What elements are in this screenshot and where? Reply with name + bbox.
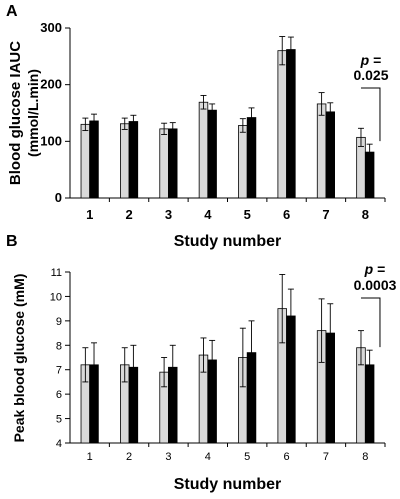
y-tick-label: 9	[56, 316, 62, 328]
x-tick-label: 5	[244, 451, 250, 463]
p-label: p =	[360, 52, 382, 68]
y-tick-label: 300	[40, 20, 62, 35]
x-tick-label: 2	[125, 207, 132, 222]
bar	[277, 50, 287, 199]
x-tick-label: 1	[86, 207, 93, 222]
x-tick-label: 2	[126, 451, 132, 463]
x-tick-label: 7	[322, 207, 329, 222]
significance-bracket	[360, 297, 381, 348]
y-axis-unit: (mmol/L.min)	[25, 69, 41, 157]
y-axis-title: Peak blood glucose (mM)	[11, 274, 27, 443]
x-tick-label: 4	[204, 207, 212, 222]
bar	[286, 49, 296, 199]
x-tick-label: 6	[284, 451, 290, 463]
bar	[89, 120, 99, 199]
y-tick-label: 10	[50, 291, 62, 303]
y-tick-label: 4	[56, 438, 62, 450]
panel-label: A	[6, 3, 18, 20]
x-tick-label: 6	[283, 207, 290, 222]
y-axis-title: Blood glucose IAUC	[7, 41, 24, 185]
bar	[128, 121, 139, 199]
significance-bracket	[360, 87, 381, 142]
x-tick-label: 8	[362, 451, 368, 463]
x-tick-label: 3	[165, 207, 172, 222]
x-tick-label: 1	[87, 451, 93, 463]
x-tick-label: 4	[205, 451, 211, 463]
x-axis-title: Study number	[174, 476, 282, 493]
bar	[198, 101, 209, 199]
bar	[80, 123, 91, 199]
y-tick-label: 0	[55, 190, 62, 205]
bar	[120, 123, 130, 199]
x-tick-label: 3	[165, 451, 171, 463]
y-tick-label: 200	[40, 77, 62, 92]
panel-label: B	[6, 233, 18, 250]
p-label-symbol: p	[360, 52, 370, 68]
p-label-equals: =	[369, 52, 381, 68]
p-value: 0.0003	[354, 277, 397, 293]
y-tick-label: 6	[56, 389, 62, 401]
p-label: p =	[364, 261, 386, 277]
bar	[207, 109, 217, 199]
p-value: 0.025	[353, 67, 388, 83]
bar	[246, 117, 257, 199]
chart-panel-a: A 0 100 200 300 1 2 3 4 5 6 7 8 Study number Blood glu…	[6, 3, 389, 250]
bar	[159, 128, 169, 199]
y-tick-label: 5	[56, 414, 62, 426]
y-tick-label: 11	[51, 267, 62, 279]
x-tick-label: 7	[323, 451, 329, 463]
bar	[316, 103, 327, 199]
y-tick-label: 7	[56, 365, 62, 377]
p-label-symbol: p	[364, 261, 374, 277]
x-tick-label: 5	[244, 207, 251, 222]
bar	[238, 125, 248, 199]
bar	[325, 111, 336, 199]
y-tick-label: 100	[40, 133, 62, 148]
x-axis-title: Study number	[174, 233, 282, 250]
x-tick-label: 8	[362, 207, 369, 222]
p-label-equals: =	[373, 261, 385, 277]
bar	[168, 128, 178, 199]
y-tick-label: 8	[56, 340, 62, 352]
